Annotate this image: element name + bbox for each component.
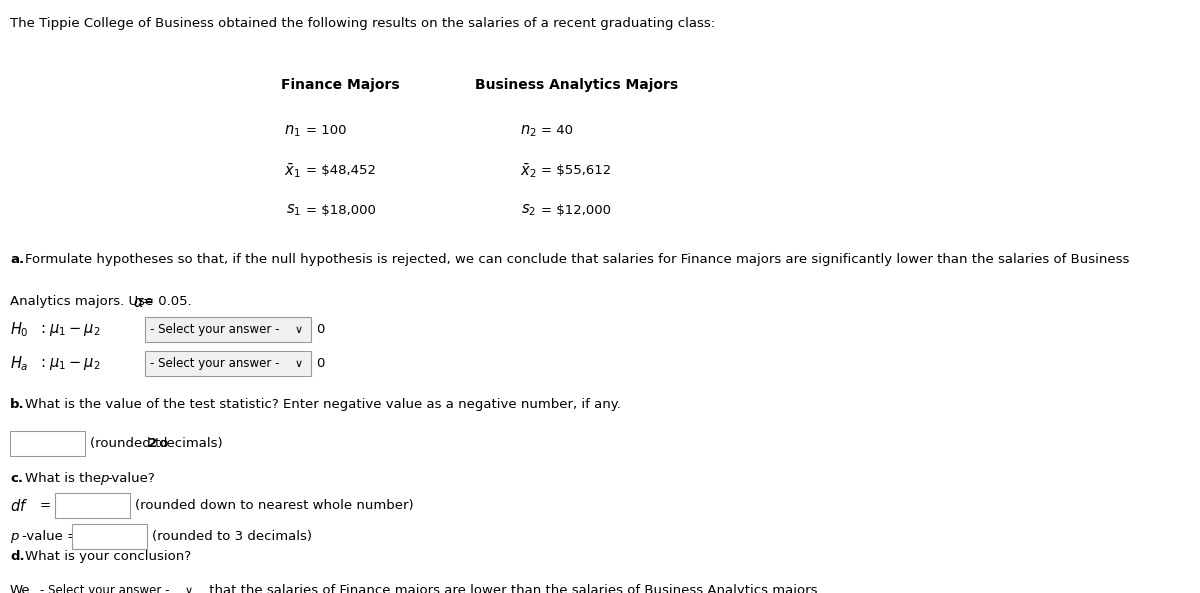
FancyBboxPatch shape	[55, 493, 131, 518]
Text: $n_2$: $n_2$	[520, 123, 536, 139]
Text: p: p	[10, 531, 18, 543]
Text: 0: 0	[316, 323, 324, 336]
Text: $df$: $df$	[10, 498, 29, 514]
Text: -value?: -value?	[107, 471, 155, 484]
Text: What is the value of the test statistic? Enter negative value as a negative numb: What is the value of the test statistic?…	[25, 398, 620, 411]
Text: - Select your answer -: - Select your answer -	[40, 585, 169, 593]
Text: : $\mu_1 - \mu_2$: : $\mu_1 - \mu_2$	[40, 356, 101, 372]
Text: Formulate hypotheses so that, if the null hypothesis is rejected, we can conclud: Formulate hypotheses so that, if the nul…	[25, 253, 1129, 266]
Text: The Tippie College of Business obtained the following results on the salaries of: The Tippie College of Business obtained …	[10, 17, 715, 30]
FancyBboxPatch shape	[35, 578, 200, 593]
Text: $n_1$: $n_1$	[284, 123, 301, 139]
Text: (rounded down to nearest whole number): (rounded down to nearest whole number)	[136, 499, 414, 512]
Text: $s_2$: $s_2$	[521, 202, 536, 218]
FancyBboxPatch shape	[145, 317, 311, 342]
Text: = 0.05.: = 0.05.	[143, 295, 192, 308]
Text: a.: a.	[10, 253, 24, 266]
Text: $s_1$: $s_1$	[286, 202, 301, 218]
Text: $H_0$: $H_0$	[10, 320, 29, 339]
Text: that the salaries of Finance majors are lower than the salaries of Business Anal: that the salaries of Finance majors are …	[205, 585, 822, 593]
Text: Business Analytics Majors: Business Analytics Majors	[475, 78, 678, 93]
Text: = $12,000: = $12,000	[541, 204, 611, 217]
Text: (rounded to: (rounded to	[90, 436, 168, 449]
FancyBboxPatch shape	[10, 431, 85, 456]
Text: decimals): decimals)	[158, 436, 223, 449]
Text: = 100: = 100	[306, 124, 347, 137]
FancyBboxPatch shape	[72, 524, 148, 550]
Text: : $\mu_1 - \mu_2$: : $\mu_1 - \mu_2$	[40, 321, 101, 337]
Text: What is your conclusion?: What is your conclusion?	[25, 550, 191, 563]
Text: p: p	[101, 471, 109, 484]
Text: $H_a$: $H_a$	[10, 355, 29, 373]
Text: = 40: = 40	[541, 124, 574, 137]
Text: b.: b.	[10, 398, 25, 411]
Text: What is the: What is the	[25, 471, 101, 484]
Text: ∨: ∨	[295, 324, 302, 334]
Text: Analytics majors. Use: Analytics majors. Use	[10, 295, 154, 308]
Text: (rounded to 3 decimals): (rounded to 3 decimals)	[152, 531, 312, 543]
Text: c.: c.	[10, 471, 23, 484]
Text: = $55,612: = $55,612	[541, 164, 612, 177]
Text: - Select your answer -: - Select your answer -	[150, 323, 280, 336]
Text: - Select your answer -: - Select your answer -	[150, 357, 280, 370]
Text: -value =: -value =	[22, 531, 78, 543]
FancyBboxPatch shape	[145, 351, 311, 376]
Text: = $48,452: = $48,452	[306, 164, 376, 177]
Text: $\bar{x}_2$: $\bar{x}_2$	[520, 161, 536, 180]
Text: d.: d.	[10, 550, 25, 563]
Text: = $18,000: = $18,000	[306, 204, 376, 217]
Text: $\bar{x}_1$: $\bar{x}_1$	[284, 161, 301, 180]
Text: Finance Majors: Finance Majors	[282, 78, 400, 93]
Text: =: =	[40, 499, 52, 512]
Text: ∨: ∨	[295, 359, 302, 369]
Text: 0: 0	[316, 357, 324, 370]
Text: We: We	[10, 585, 31, 593]
Text: ∨: ∨	[185, 586, 192, 593]
Text: 2: 2	[149, 436, 157, 449]
Text: $\alpha$: $\alpha$	[133, 295, 145, 311]
